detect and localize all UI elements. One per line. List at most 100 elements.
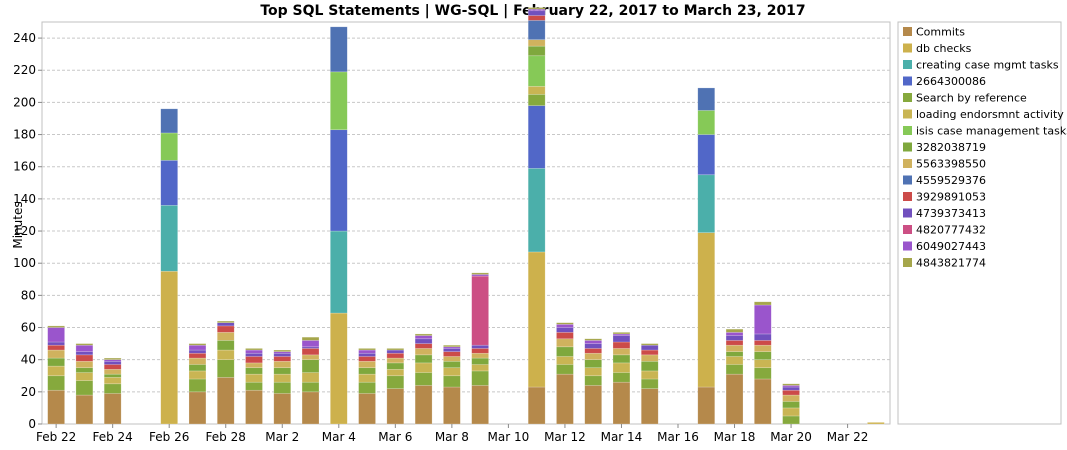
bar-segment xyxy=(358,356,376,362)
bar-segment xyxy=(301,381,320,393)
bar-segment xyxy=(358,360,376,369)
bar-segment xyxy=(725,335,744,341)
bars xyxy=(47,7,885,425)
bar-segment xyxy=(725,356,744,365)
legend-swatch xyxy=(903,109,912,119)
bar-segment xyxy=(358,373,376,383)
bar-segment xyxy=(330,230,348,314)
bar-segment xyxy=(330,71,348,131)
y-tick-label: 220 xyxy=(13,63,36,77)
bar-segment xyxy=(245,356,263,364)
bar-segment xyxy=(640,360,659,372)
bar-segment xyxy=(47,357,65,367)
bar-segment xyxy=(358,367,376,375)
bar-segment xyxy=(103,383,122,394)
bar-segment xyxy=(103,360,122,365)
bar-segment xyxy=(584,348,602,354)
bar-segment xyxy=(160,270,178,425)
bar-segment xyxy=(782,389,800,396)
bar-segment xyxy=(471,357,489,365)
bar-segment xyxy=(216,359,235,378)
legend-swatch xyxy=(903,126,912,135)
bar-segment xyxy=(443,375,461,388)
legend-label: 6049027443 xyxy=(916,240,986,253)
y-axis: 0 20 40 60 80 100 120 140 160 180 200 220 240 xyxy=(13,31,42,431)
bar-segment xyxy=(754,367,772,380)
bar-segment xyxy=(612,348,631,356)
bar-segment xyxy=(301,348,320,356)
bar-segment xyxy=(754,359,772,369)
legend-box xyxy=(897,21,1062,425)
bar-segment xyxy=(188,357,207,365)
bar-segment xyxy=(612,372,631,383)
bar-segment xyxy=(584,340,602,344)
bar-segment xyxy=(556,373,574,425)
y-axis-label: Minutes xyxy=(11,201,25,248)
legend-swatch xyxy=(903,208,912,218)
bar-segment xyxy=(471,352,489,359)
bar-segment xyxy=(414,385,433,425)
bar-segment xyxy=(216,340,235,351)
bar-segment xyxy=(527,168,546,253)
bar-segment xyxy=(471,364,489,372)
legend-swatch xyxy=(903,192,912,201)
bar-segment xyxy=(188,364,207,372)
bar-segment xyxy=(75,380,94,396)
bar-segment xyxy=(725,340,744,346)
bar-segment xyxy=(245,373,263,383)
bar-segment xyxy=(697,174,716,233)
bar-segment xyxy=(612,341,631,349)
x-tick-label: Mar 22 xyxy=(827,430,869,444)
x-tick-label: Mar 2 xyxy=(265,430,299,444)
bar-segment xyxy=(245,381,263,391)
bar-segment xyxy=(273,393,292,425)
x-tick-label: Mar 8 xyxy=(435,430,469,444)
bar-segment xyxy=(556,338,574,348)
legend-swatch xyxy=(903,76,912,86)
bar-segment xyxy=(527,15,546,21)
bar-segment xyxy=(640,354,659,362)
bar-segment xyxy=(216,377,235,425)
bar-segment xyxy=(301,354,320,360)
x-tick-label: Mar 14 xyxy=(601,430,643,444)
x-tick-label: Feb 22 xyxy=(36,430,76,444)
legend-label: 5563398550 xyxy=(916,158,986,171)
bar-segment xyxy=(725,344,744,352)
y-tick-label: 240 xyxy=(13,31,36,45)
bar-segment xyxy=(47,327,65,343)
bar-segment xyxy=(414,348,433,356)
bar-segment xyxy=(754,301,772,306)
x-tick-label: Feb 24 xyxy=(92,430,132,444)
bar-segment xyxy=(273,373,292,383)
bar-segment xyxy=(754,304,772,335)
bar-segment xyxy=(754,340,772,346)
bar-segment xyxy=(697,110,716,135)
bar-segment xyxy=(75,360,94,369)
bar-segment xyxy=(584,359,602,369)
bar-segment xyxy=(754,351,772,360)
bar-segment xyxy=(358,349,376,354)
x-tick-label: Mar 16 xyxy=(657,430,699,444)
bar-segment xyxy=(414,335,433,340)
bar-segment xyxy=(754,378,772,425)
x-tick-label: Mar 6 xyxy=(378,430,412,444)
legend-label: creating case mgmt tasks xyxy=(916,59,1059,72)
bar-segment xyxy=(414,372,433,386)
legend-label: db checks xyxy=(916,42,972,55)
bar-segment xyxy=(584,338,602,341)
bar-segment xyxy=(188,391,207,425)
bar-segment xyxy=(273,356,292,362)
bar-segment xyxy=(782,401,800,409)
bar-segment xyxy=(556,322,574,325)
bar-segment xyxy=(471,370,489,386)
bar-segment xyxy=(386,348,405,351)
bar-segment xyxy=(75,354,94,362)
bar-segment xyxy=(386,352,405,359)
bar-segment xyxy=(584,375,602,386)
bar-segment xyxy=(103,357,122,360)
bar-segment xyxy=(754,333,772,341)
bar-segment xyxy=(640,370,659,380)
bar-segment xyxy=(358,381,376,394)
bar-segment xyxy=(273,349,292,352)
legend-label: 3929891053 xyxy=(916,191,986,204)
